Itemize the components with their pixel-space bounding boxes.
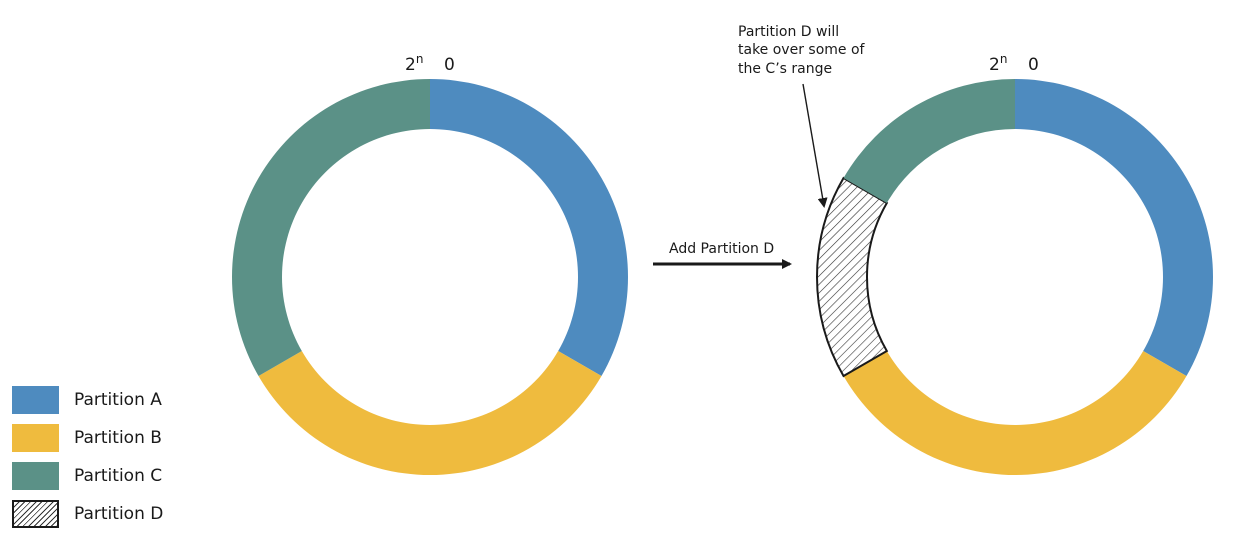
legend: Partition A Partition B Partition C Part… — [12, 386, 163, 538]
annotation-line-3: the C’s range — [738, 61, 832, 77]
legend-swatch-partition-b — [12, 424, 59, 452]
legend-item-partition-d: Partition D — [12, 500, 163, 528]
ring-segment-partition-b — [258, 351, 602, 475]
ring-segment-partition-a — [1015, 79, 1213, 376]
annotation-line-1: Partition D will — [738, 24, 839, 40]
legend-item-partition-a: Partition A — [12, 386, 163, 414]
ring-segment-partition-d — [816, 176, 889, 378]
add-partition-arrow-label: Add Partition D — [669, 241, 774, 257]
ring-segment-partition-a — [430, 79, 628, 376]
legend-label: Partition C — [74, 466, 163, 486]
ring-after-zero-label: 0 — [1028, 55, 1039, 75]
legend-item-partition-c: Partition C — [12, 462, 163, 490]
legend-label: Partition A — [74, 390, 162, 410]
legend-swatch-partition-c — [12, 462, 59, 490]
ring-segment-partition-c — [232, 79, 430, 376]
ring-before — [232, 79, 628, 475]
legend-label: Partition D — [74, 504, 164, 524]
legend-swatch-partition-d — [12, 500, 59, 528]
annotation-pointer — [802, 83, 828, 208]
legend-label: Partition B — [74, 428, 162, 448]
annotation-line-2: take over some of — [738, 42, 866, 58]
legend-item-partition-b: Partition B — [12, 424, 163, 452]
ring-after — [816, 79, 1213, 475]
ring-segment-partition-c — [843, 79, 1015, 203]
ring-before-2n-label: 2n — [405, 52, 423, 75]
legend-swatch-partition-a — [12, 386, 59, 414]
ring-after-2n-label: 2n — [989, 52, 1007, 75]
ring-segment-partition-b — [843, 351, 1187, 475]
ring-before-zero-label: 0 — [444, 55, 455, 75]
